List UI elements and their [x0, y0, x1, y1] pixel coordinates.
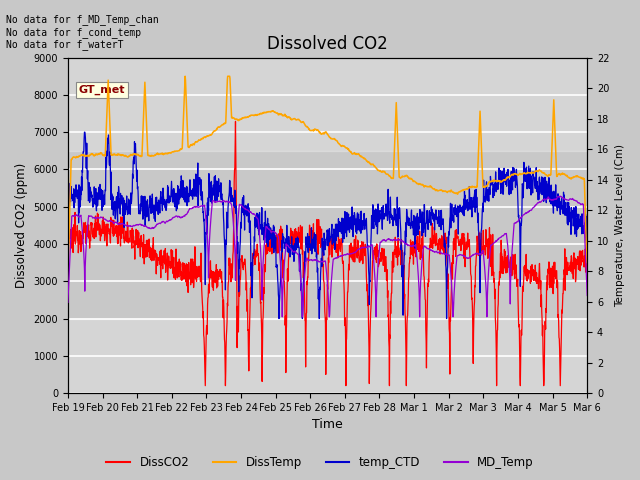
Title: Dissolved CO2: Dissolved CO2 — [267, 35, 388, 53]
Bar — [68, 58, 588, 151]
X-axis label: Time: Time — [312, 419, 343, 432]
Y-axis label: Temperature, Water Level (Cm): Temperature, Water Level (Cm) — [615, 144, 625, 307]
Legend: DissCO2, DissTemp, temp_CTD, MD_Temp: DissCO2, DissTemp, temp_CTD, MD_Temp — [102, 452, 538, 474]
Bar — [68, 319, 588, 393]
Text: No data for f_MD_Temp_chan
No data for f_cond_temp
No data for f_waterT: No data for f_MD_Temp_chan No data for f… — [6, 14, 159, 50]
Text: GT_met: GT_met — [78, 85, 125, 95]
Y-axis label: Dissolved CO2 (ppm): Dissolved CO2 (ppm) — [15, 163, 28, 288]
